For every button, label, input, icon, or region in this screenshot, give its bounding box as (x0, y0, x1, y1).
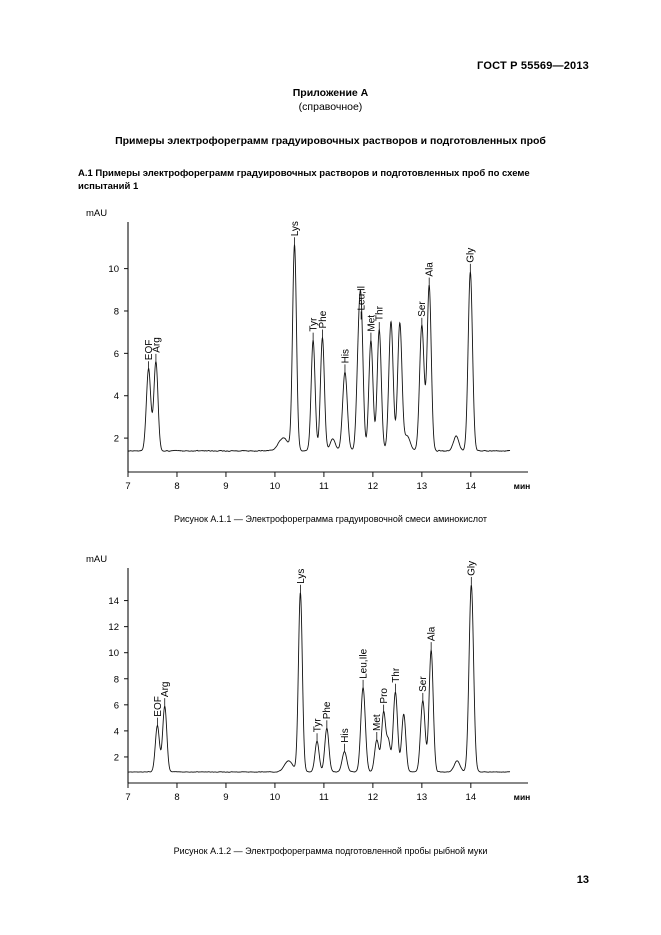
svg-text:6: 6 (114, 700, 119, 711)
svg-text:10: 10 (270, 792, 281, 803)
svg-text:8: 8 (174, 481, 179, 492)
electropherogram-chart-2: 2 4 6 8 10 12 14 7 8 9 10 11 12 13 14 мин mAU EOF Arg Lys Ty… (70, 540, 590, 835)
svg-text:14: 14 (466, 792, 477, 803)
svg-text:His: His (340, 349, 351, 363)
svg-text:His: His (340, 728, 351, 742)
svg-text:EOF: EOF (144, 340, 155, 361)
svg-text:7: 7 (125, 792, 130, 803)
svg-text:Ala: Ala (425, 262, 436, 277)
svg-text:мин: мин (514, 792, 531, 802)
svg-text:EOF: EOF (153, 696, 164, 717)
svg-text:Gly: Gly (466, 248, 477, 263)
svg-text:Arg: Arg (160, 682, 171, 698)
svg-text:Tyr: Tyr (309, 317, 320, 332)
svg-text:13: 13 (417, 792, 428, 803)
svg-text:Leu,Ile: Leu,Ile (359, 648, 370, 678)
svg-text:Gly: Gly (467, 561, 478, 576)
svg-text:2: 2 (114, 752, 119, 763)
svg-text:10: 10 (108, 648, 119, 659)
svg-text:Tyr: Tyr (312, 718, 323, 733)
svg-text:Met: Met (366, 315, 377, 332)
appendix-subtitle: (справочное) (298, 101, 363, 113)
svg-text:8: 8 (114, 674, 119, 685)
svg-text:Ser: Ser (418, 676, 429, 692)
svg-text:10: 10 (108, 264, 119, 275)
svg-text:Leu,Il: Leu,Il (357, 286, 368, 310)
svg-text:6: 6 (114, 349, 119, 360)
document-header: ГОСТ Р 55569—2013 (477, 60, 589, 72)
svg-text:11: 11 (319, 481, 329, 492)
svg-text:Pro: Pro (379, 688, 390, 704)
appendix-title: Приложение А (292, 87, 369, 99)
page-title: Примеры электрофореграмм градуировочных … (115, 135, 546, 147)
appendix-heading: Приложение А (справочное) (0, 86, 661, 114)
svg-text:4: 4 (114, 726, 119, 737)
svg-text:mAU: mAU (86, 208, 107, 219)
svg-text:8: 8 (114, 306, 119, 317)
svg-text:mAU: mAU (86, 554, 107, 565)
electropherogram-chart-1: 2 4 6 8 10 7 8 9 10 11 12 13 14 мин mAU EOF Arg Lys Tyr Phe… (70, 200, 590, 510)
svg-text:12: 12 (368, 481, 379, 492)
svg-text:Met: Met (372, 714, 383, 731)
figure-caption-1: Рисунок А.1.1 — Электрофореграмма градуи… (173, 514, 488, 524)
svg-text:8: 8 (174, 792, 179, 803)
svg-text:12: 12 (368, 792, 379, 803)
svg-text:Phe: Phe (322, 701, 333, 719)
svg-text:Arg: Arg (151, 337, 162, 353)
svg-text:14: 14 (466, 481, 477, 492)
svg-text:Lys: Lys (290, 221, 301, 236)
page-number: 13 (576, 874, 589, 886)
section-paragraph: А.1 Примеры электрофореграмм градуировоч… (78, 168, 530, 192)
svg-text:12: 12 (108, 622, 119, 633)
svg-text:Phe: Phe (318, 310, 329, 328)
svg-text:9: 9 (223, 792, 228, 803)
svg-text:Ser: Ser (417, 301, 428, 317)
svg-text:Ala: Ala (427, 626, 438, 641)
svg-text:Thr: Thr (375, 305, 386, 321)
svg-text:11: 11 (319, 792, 329, 803)
svg-text:14: 14 (108, 596, 119, 607)
svg-text:9: 9 (223, 481, 228, 492)
svg-text:Lys: Lys (296, 569, 307, 584)
svg-text:2: 2 (114, 434, 119, 445)
svg-text:Thr: Thr (391, 667, 402, 683)
figure-caption-2: Рисунок А.1.2 — Электрофореграмма подгот… (173, 846, 488, 856)
svg-text:7: 7 (125, 481, 130, 492)
svg-text:мин: мин (514, 481, 531, 491)
svg-text:13: 13 (417, 481, 428, 492)
svg-text:10: 10 (270, 481, 281, 492)
svg-text:4: 4 (114, 391, 119, 402)
